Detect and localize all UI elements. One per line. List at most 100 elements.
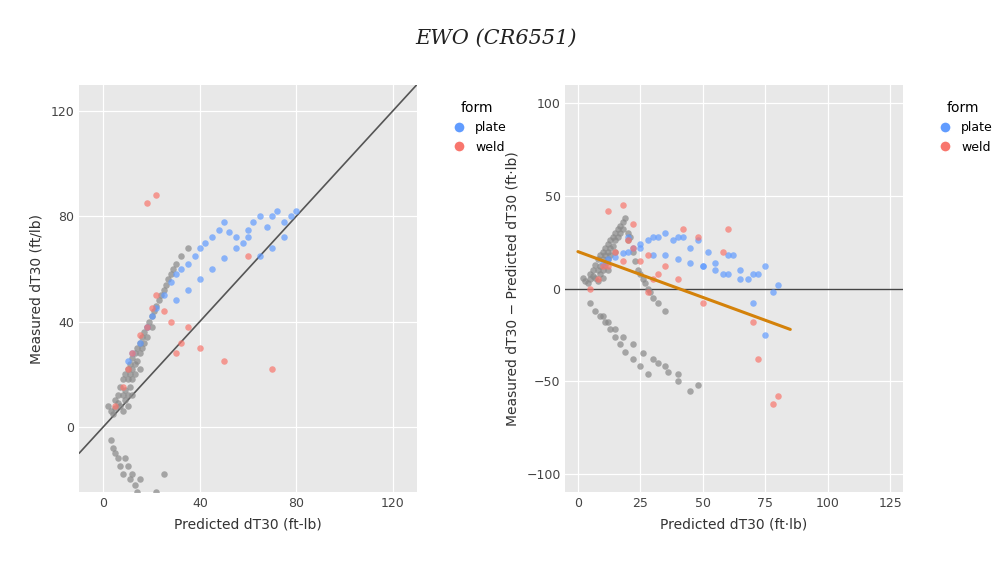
Point xyxy=(240,225,256,234)
Point xyxy=(149,191,165,200)
Point xyxy=(180,285,195,294)
Point xyxy=(615,256,631,265)
Point xyxy=(633,239,649,248)
Point xyxy=(607,229,623,238)
Point xyxy=(615,249,631,258)
Point xyxy=(592,269,608,278)
Point xyxy=(650,358,666,367)
Point xyxy=(590,277,606,286)
Point xyxy=(658,251,674,260)
Point xyxy=(600,255,616,264)
Point xyxy=(640,288,656,297)
Point xyxy=(289,207,305,216)
Point xyxy=(124,391,140,400)
Point xyxy=(276,217,292,226)
Point xyxy=(600,265,616,275)
Point xyxy=(600,247,616,256)
Point xyxy=(670,275,685,284)
Point xyxy=(139,333,155,342)
Point xyxy=(745,269,761,278)
Point xyxy=(600,239,616,248)
Point xyxy=(592,262,608,271)
Point xyxy=(575,273,591,282)
Point xyxy=(650,299,666,308)
Point xyxy=(597,318,613,327)
Point xyxy=(602,325,618,334)
Point xyxy=(132,349,148,358)
Point xyxy=(615,225,631,234)
Point xyxy=(707,258,723,267)
Point xyxy=(144,312,160,321)
Point xyxy=(682,386,698,395)
Point xyxy=(156,291,172,300)
Point xyxy=(732,265,748,275)
Point xyxy=(115,469,131,478)
Point xyxy=(658,306,674,315)
Point xyxy=(168,269,184,278)
Point xyxy=(670,232,685,241)
Point xyxy=(163,317,179,326)
Point xyxy=(127,349,143,358)
Point xyxy=(670,377,685,386)
Point xyxy=(750,269,766,278)
Point xyxy=(122,370,138,379)
Point xyxy=(620,247,636,256)
Point xyxy=(139,322,155,331)
Point xyxy=(620,236,636,245)
Point xyxy=(264,365,280,374)
Point xyxy=(625,340,641,349)
Point xyxy=(633,256,649,265)
Point xyxy=(168,349,184,358)
Point xyxy=(124,349,140,358)
Point xyxy=(149,301,165,310)
Point xyxy=(640,251,656,260)
Point xyxy=(129,357,145,366)
Point xyxy=(607,247,623,256)
Point xyxy=(105,443,121,452)
Point xyxy=(675,225,690,234)
Point xyxy=(146,306,162,315)
Point xyxy=(620,232,636,241)
Point xyxy=(168,296,184,305)
Point xyxy=(204,233,220,242)
Point xyxy=(245,217,261,226)
Point xyxy=(228,233,244,242)
Point xyxy=(689,236,705,245)
Point xyxy=(590,255,606,264)
Point xyxy=(695,299,711,308)
Y-axis label: Measured dT30 (ft/lb): Measured dT30 (ft/lb) xyxy=(30,213,44,364)
Point xyxy=(582,284,598,293)
Point xyxy=(132,330,148,339)
Point xyxy=(127,370,143,379)
Point xyxy=(122,383,138,392)
Point xyxy=(141,317,157,326)
Point xyxy=(137,496,153,505)
Point xyxy=(252,251,268,260)
Point xyxy=(585,265,601,275)
Point xyxy=(284,212,300,221)
Point xyxy=(620,236,636,245)
Point xyxy=(595,258,611,267)
Point xyxy=(612,229,628,238)
Point xyxy=(149,488,165,497)
Point xyxy=(269,207,285,216)
Point xyxy=(117,370,133,379)
Point xyxy=(590,275,606,284)
Point xyxy=(124,375,140,384)
Point xyxy=(144,312,160,321)
Point xyxy=(180,259,195,268)
Point xyxy=(180,243,195,252)
Point xyxy=(725,251,741,260)
Point xyxy=(120,365,136,374)
Point xyxy=(610,225,626,234)
Point xyxy=(595,247,611,256)
Point xyxy=(607,252,623,261)
Point xyxy=(590,265,606,275)
Point xyxy=(144,322,160,331)
Point xyxy=(264,243,280,252)
Point xyxy=(607,325,623,334)
Point xyxy=(645,275,661,284)
Point xyxy=(216,254,232,263)
X-axis label: Predicted dT30 (ft-lb): Predicted dT30 (ft-lb) xyxy=(175,517,321,531)
Y-axis label: Measured dT30 − Predicted dT30 (ft·lb): Measured dT30 − Predicted dT30 (ft·lb) xyxy=(505,151,519,426)
